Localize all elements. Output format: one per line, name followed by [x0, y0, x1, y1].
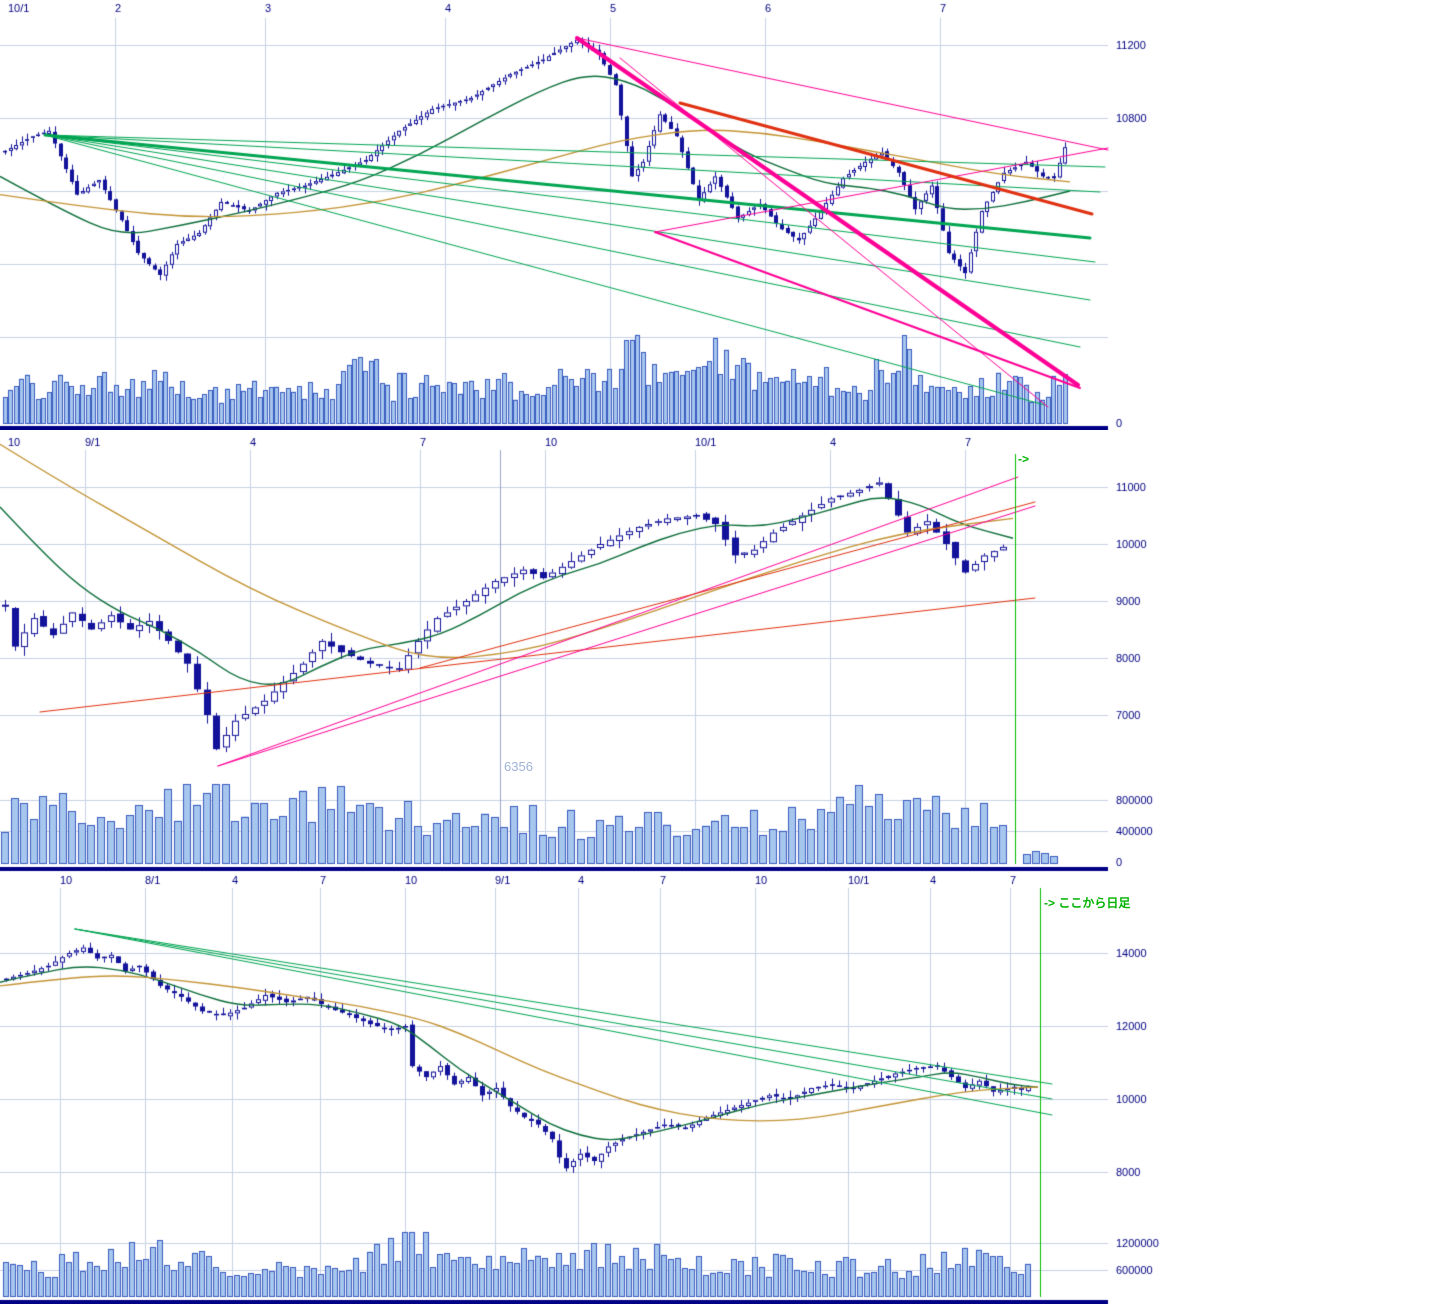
long-term-chart-canvas[interactable]: [0, 872, 1440, 1304]
chart-panel-weekly: [0, 430, 1440, 872]
ticker-code-watermark: 6356: [504, 759, 533, 774]
chart-panel-daily: [0, 0, 1440, 430]
weekly-chart-canvas[interactable]: [0, 430, 1440, 872]
daily-chart-canvas[interactable]: [0, 0, 1440, 430]
daily-from-here-label: -> ここから日足: [1044, 896, 1131, 910]
weekly-panel-marker-arrow: ->: [1018, 452, 1030, 466]
chart-panel-long-term: [0, 872, 1440, 1304]
